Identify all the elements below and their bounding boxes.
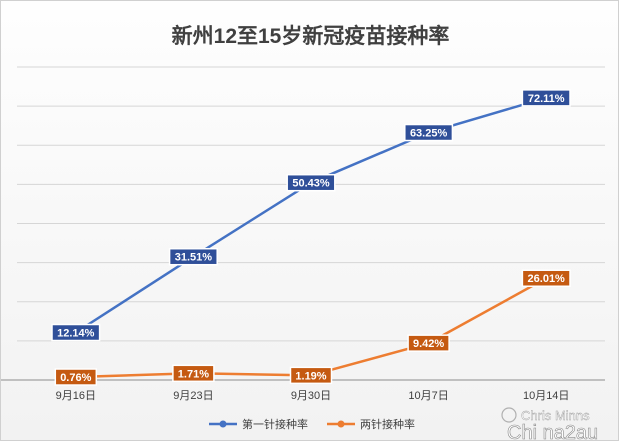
data-label-text: 9.42% bbox=[413, 338, 444, 350]
data-label-text: 12.14% bbox=[57, 328, 95, 340]
legend-swatch-marker bbox=[219, 420, 227, 428]
data-label-box bbox=[54, 368, 98, 386]
data-label-box bbox=[51, 323, 101, 342]
legend-label: 两针接种率 bbox=[360, 417, 415, 431]
legend-label: 第一针接种率 bbox=[242, 417, 308, 431]
data-label: 0.76% bbox=[54, 368, 98, 386]
x-tick-label: 10月7日 bbox=[408, 390, 448, 402]
data-label-box bbox=[172, 364, 215, 383]
data-label: 72.11% bbox=[521, 89, 571, 107]
series-layer bbox=[68, 90, 554, 385]
legend-swatch-marker bbox=[337, 420, 345, 428]
series-line bbox=[75, 96, 547, 334]
x-tick-label: 9月16日 bbox=[56, 390, 96, 402]
chart-title: 新州12至15岁新冠疫苗接种率 bbox=[172, 24, 450, 48]
legend: 第一针接种率 两针接种率 bbox=[209, 417, 415, 431]
data-label-text: 26.01% bbox=[528, 273, 566, 285]
data-label-text: 1.71% bbox=[178, 368, 209, 380]
legend-item: 第一针接种率 bbox=[209, 417, 308, 431]
data-label-box bbox=[168, 247, 218, 266]
x-tick-label: 10月14日 bbox=[523, 390, 569, 402]
data-label-box bbox=[404, 123, 454, 142]
watermark-line2: Chi na2au bbox=[507, 422, 598, 442]
data-label-text: 50.43% bbox=[292, 178, 330, 190]
data-label: 12.14% bbox=[51, 323, 101, 342]
data-label-box bbox=[289, 366, 333, 385]
data-label-text: 0.76% bbox=[60, 372, 91, 384]
data-label: 9.42% bbox=[407, 334, 450, 352]
data-labels: 12.14% 31.51% 50.43% 63.25% 72.11% 0.76% 1.71%… bbox=[51, 89, 571, 386]
wechat-logo-icon bbox=[501, 407, 517, 423]
data-label: 63.25% bbox=[404, 123, 454, 142]
data-label: 26.01% bbox=[521, 269, 571, 287]
watermark: Chris Minns Chi na2au bbox=[501, 407, 598, 442]
data-label-text: 1.19% bbox=[295, 370, 326, 382]
data-label-text: 72.11% bbox=[528, 93, 565, 105]
data-label-text: 31.51% bbox=[175, 252, 213, 264]
data-label-box bbox=[407, 334, 450, 352]
data-label-box bbox=[521, 89, 571, 107]
data-label: 50.43% bbox=[286, 173, 336, 192]
x-tick-label: 9月23日 bbox=[173, 390, 213, 402]
x-tick-label: 9月30日 bbox=[291, 390, 331, 402]
grid-lines bbox=[17, 66, 605, 342]
watermark-line1: Chris Minns bbox=[521, 408, 590, 423]
data-label-box bbox=[286, 173, 336, 192]
series-line bbox=[75, 277, 547, 379]
data-label-box bbox=[521, 269, 571, 287]
data-label: 1.19% bbox=[289, 366, 333, 385]
data-label-text: 63.25% bbox=[410, 128, 448, 140]
legend-item: 两针接种率 bbox=[327, 417, 415, 431]
data-label: 31.51% bbox=[168, 247, 218, 266]
data-label: 1.71% bbox=[172, 364, 215, 383]
